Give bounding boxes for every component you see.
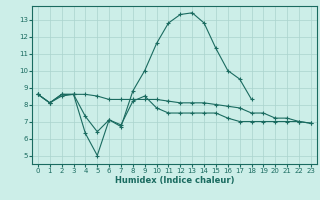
- X-axis label: Humidex (Indice chaleur): Humidex (Indice chaleur): [115, 176, 234, 185]
